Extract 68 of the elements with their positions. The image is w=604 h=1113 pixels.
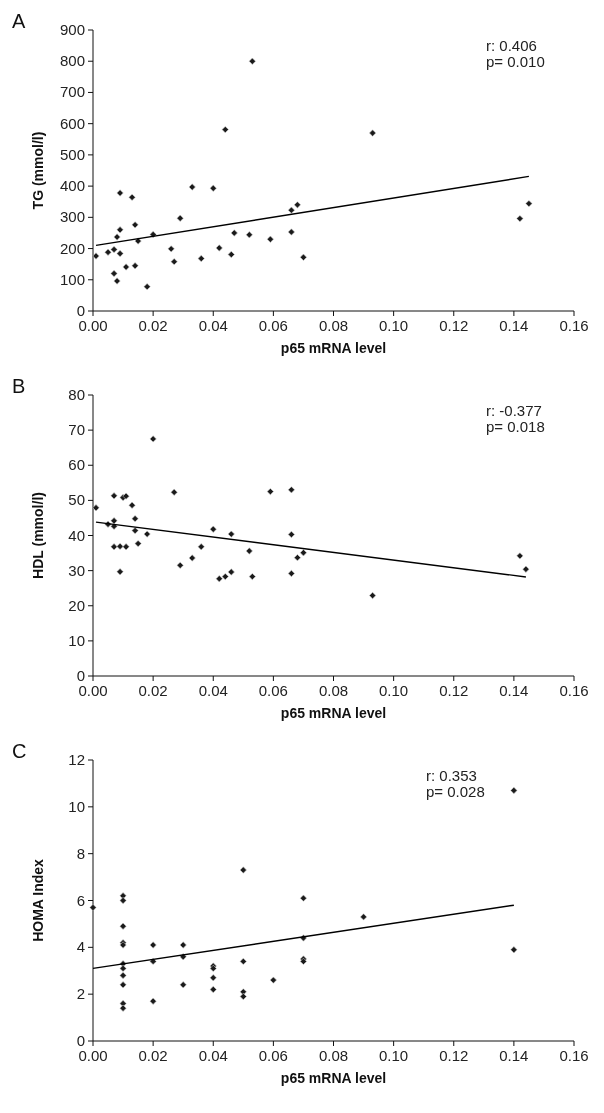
- x-tick-label: 0.00: [78, 1047, 108, 1064]
- x-tick-label: 0.16: [559, 317, 589, 334]
- x-tick-label: 0.04: [198, 317, 228, 334]
- y-tick-label: 8: [76, 844, 85, 862]
- y-tick-label: 30: [68, 561, 85, 579]
- chart-title: B: [12, 375, 26, 397]
- y-tick-label: 0: [76, 667, 85, 684]
- x-tick-label: 0.14: [499, 682, 529, 699]
- annotation: p= 0.010: [486, 53, 545, 70]
- y-tick-label: 40: [68, 526, 85, 544]
- y-tick-label: 0: [76, 1032, 85, 1049]
- x-tick-label: 0.12: [439, 317, 469, 334]
- y-tick-label: 900: [59, 21, 85, 38]
- y-tick-label: 200: [59, 239, 85, 257]
- y-tick-label: 60: [68, 456, 85, 474]
- y-tick-label: 800: [59, 52, 85, 70]
- annotation: r: -0.377: [486, 402, 542, 419]
- x-tick-label: 0.08: [318, 682, 349, 699]
- x-tick-label: 0.16: [559, 682, 589, 699]
- y-tick-label: 50: [68, 491, 85, 509]
- y-tick-label: 70: [68, 421, 85, 439]
- x-tick-label: 0.14: [499, 317, 529, 334]
- y-tick-label: 700: [59, 83, 85, 101]
- x-tick-label: 0.02: [138, 1047, 168, 1064]
- y-tick-label: 12: [68, 751, 85, 768]
- y-axis-title: HOMA Index: [30, 858, 46, 942]
- x-tick-label: 0.10: [379, 317, 409, 334]
- x-tick-label: 0.10: [379, 682, 409, 699]
- x-axis-title: p65 mRNA level: [280, 340, 387, 356]
- y-axis-title: HDL (mmol/l): [30, 492, 46, 579]
- x-axis-title: p65 mRNA level: [280, 705, 387, 721]
- y-tick-label: 4: [76, 938, 85, 956]
- x-tick-label: 0.12: [439, 1047, 469, 1064]
- x-tick-label: 0.00: [78, 317, 108, 334]
- chart-title: C: [12, 740, 27, 762]
- y-tick-label: 400: [59, 177, 85, 195]
- y-tick-label: 80: [68, 386, 85, 403]
- annotation: p= 0.018: [486, 418, 545, 435]
- x-tick-label: 0.00: [78, 682, 108, 699]
- x-tick-label: 0.14: [499, 1047, 529, 1064]
- annotation: r: 0.406: [486, 37, 537, 54]
- x-tick-label: 0.08: [318, 1047, 349, 1064]
- x-axis-title: p65 mRNA level: [280, 1070, 387, 1086]
- x-tick-label: 0.06: [258, 317, 288, 334]
- y-tick-label: 0: [76, 302, 85, 319]
- x-tick-label: 0.02: [138, 317, 168, 334]
- x-tick-label: 0.06: [258, 1047, 288, 1064]
- y-tick-label: 300: [59, 208, 85, 226]
- x-tick-label: 0.10: [379, 1047, 409, 1064]
- y-tick-label: 6: [76, 891, 85, 909]
- x-tick-label: 0.04: [198, 1047, 228, 1064]
- x-tick-label: 0.04: [198, 682, 228, 699]
- y-tick-label: 10: [68, 631, 85, 649]
- x-tick-label: 0.16: [559, 1047, 589, 1064]
- x-tick-label: 0.06: [258, 682, 288, 699]
- chart-title: A: [12, 10, 26, 32]
- y-tick-label: 100: [59, 270, 85, 288]
- y-axis-title: TG (mmol/l): [30, 131, 46, 210]
- y-tick-label: 20: [68, 596, 85, 614]
- y-tick-label: 10: [68, 797, 85, 815]
- y-tick-label: 600: [59, 114, 85, 132]
- y-tick-label: 2: [76, 985, 85, 1003]
- annotation: p= 0.028: [426, 783, 485, 800]
- x-tick-label: 0.02: [138, 682, 168, 699]
- annotation: r: 0.353: [426, 767, 477, 784]
- y-tick-label: 500: [59, 145, 85, 163]
- x-tick-label: 0.12: [439, 682, 469, 699]
- x-tick-label: 0.08: [318, 317, 349, 334]
